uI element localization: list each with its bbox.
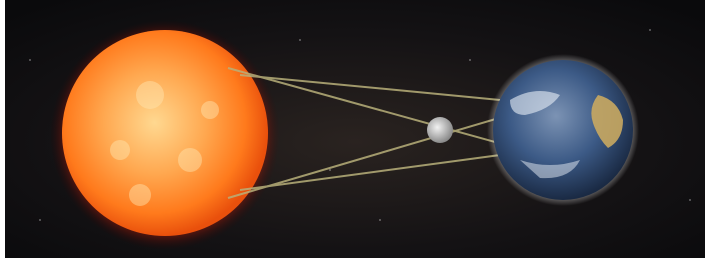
sun xyxy=(62,30,268,236)
page: (() => { const data = JSON.parse(documen… xyxy=(0,0,709,262)
moon xyxy=(427,117,453,143)
eclipse-image xyxy=(0,0,709,262)
